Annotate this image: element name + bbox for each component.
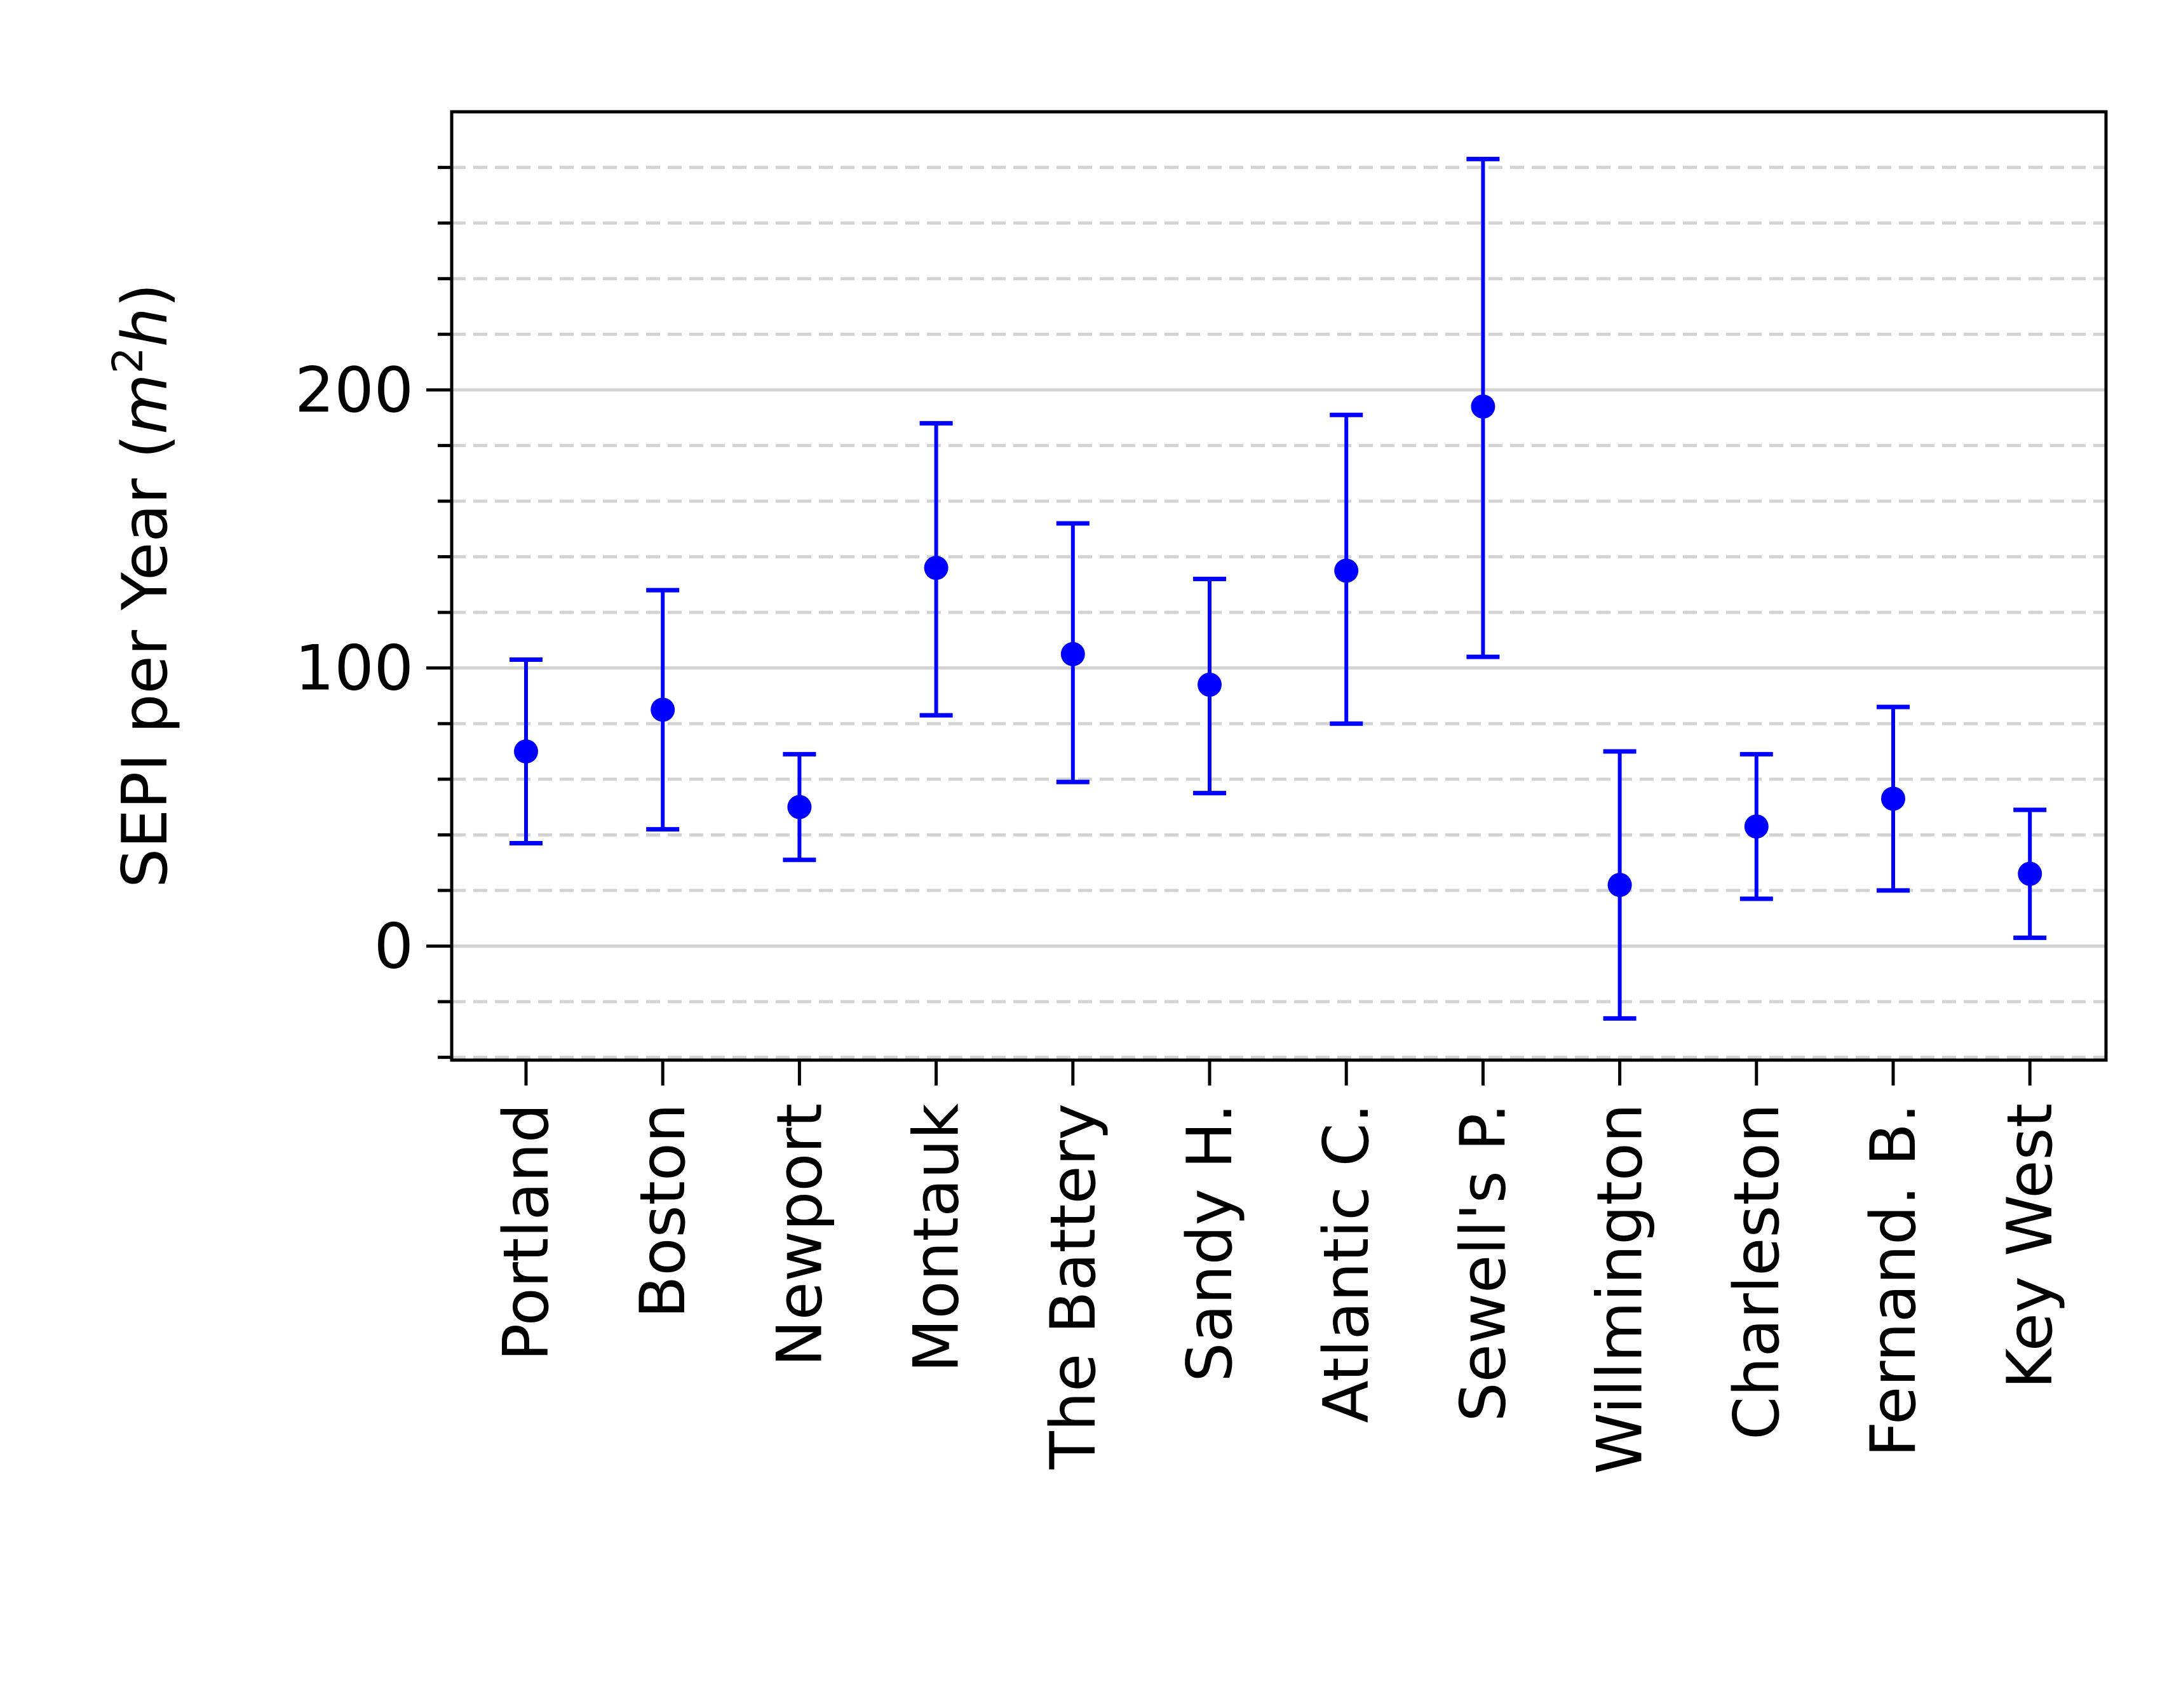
- minor-gridlines: [452, 166, 2106, 1059]
- y-axis-label-unit: m: [109, 373, 182, 434]
- x-tick-label: Atlantic C.: [1311, 1103, 1383, 1423]
- x-axis-ticks: [524, 1060, 2032, 1086]
- x-tick-label: The Battery: [1037, 1103, 1110, 1470]
- y-axis-label-close: ): [109, 283, 182, 307]
- x-tick-label: Sewell's P.: [1447, 1103, 1520, 1422]
- major-gridlines: [452, 388, 2106, 948]
- x-tick-label: Newport: [764, 1103, 836, 1367]
- x-tick-label: Montauk: [901, 1103, 973, 1373]
- x-tick-label: Portland: [490, 1103, 563, 1361]
- x-tick-labels: Portland Boston Newport Montauk The Battery S…: [490, 1103, 2067, 1474]
- y-axis-label-unit-superscript: 2: [104, 347, 152, 373]
- data-points: [514, 394, 2042, 898]
- y-axis-label: SEPI per Year (m2h): [104, 283, 182, 888]
- data-point: [1607, 873, 1632, 898]
- x-tick-label: Key West: [1994, 1103, 2067, 1389]
- data-point: [1471, 394, 1495, 419]
- x-tick-label: Fernand. B.: [1858, 1103, 1930, 1457]
- x-tick-label: Charleston: [1721, 1103, 1793, 1440]
- data-point: [787, 795, 812, 819]
- y-axis-label-text: SEPI per Year (: [109, 434, 182, 888]
- data-point: [651, 697, 675, 722]
- x-tick-label: Willmington: [1584, 1103, 1657, 1474]
- y-tick-label: 200: [295, 354, 414, 427]
- data-point: [1744, 814, 1769, 839]
- data-point: [2018, 861, 2042, 886]
- data-point: [1881, 786, 1905, 811]
- data-point: [924, 556, 948, 581]
- data-point: [1060, 642, 1085, 666]
- y-tick-labels: 0 100 200: [295, 354, 414, 983]
- plot-frame: [450, 110, 2108, 1062]
- y-axis-ticks: [426, 166, 452, 1059]
- data-point: [1198, 672, 1222, 697]
- x-tick-label: Sandy H.: [1174, 1103, 1246, 1382]
- x-tick-label: Boston: [627, 1103, 699, 1319]
- y-axis-label-unit-tail: h: [109, 307, 182, 347]
- y-tick-label: 0: [374, 910, 414, 983]
- data-point: [1334, 558, 1359, 583]
- data-point: [514, 739, 538, 764]
- y-tick-label: 100: [295, 633, 414, 705]
